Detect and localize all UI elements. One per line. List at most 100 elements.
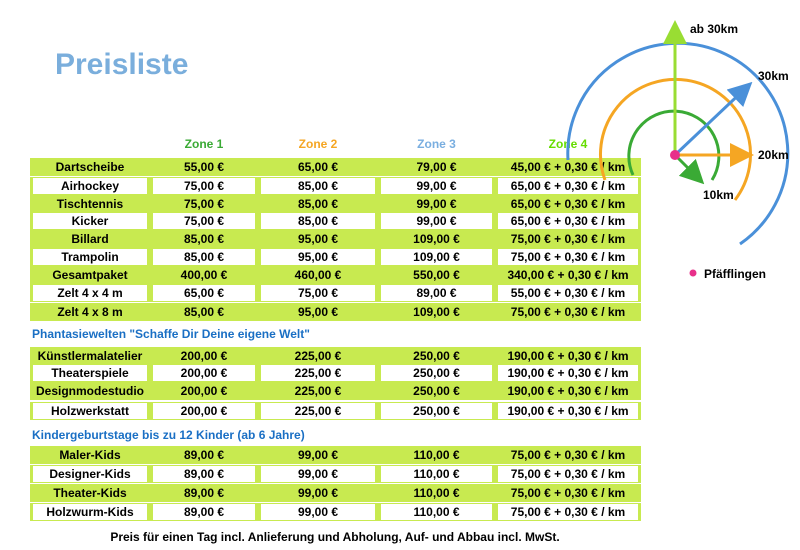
price-cell: 85,00 € [261,213,375,229]
item-cell: Theater-Kids [53,486,127,500]
legend-dot [689,269,697,277]
price-cell: 89,00 € [153,466,255,482]
zone-header: Zone 2 [298,137,338,151]
table-row [30,266,641,284]
price-cell: 75,00 € + 0,30 € / km [510,448,626,462]
price-cell: 109,00 € [413,305,460,319]
zone-header: Zone 3 [417,137,456,151]
price-cell: 75,00 € [153,213,255,229]
price-cell: 99,00 € [381,178,492,194]
price-cell: 75,00 € + 0,30 € / km [510,232,626,246]
price-cell: 65,00 € + 0,30 € / km [510,197,626,211]
item-cell: Kicker [33,213,147,229]
price-cell: 200,00 € [153,365,255,381]
price-cell: 75,00 € + 0,30 € / km [510,305,626,319]
price-cell: 99,00 € [261,504,375,520]
price-cell: 190,00 € + 0,30 € / km [498,365,638,381]
map-label: 10km [703,188,734,202]
table-row [30,158,641,176]
price-cell: 75,00 € [183,197,225,211]
item-cell: Dartscheibe [55,160,125,174]
item-cell: Designer-Kids [33,466,147,482]
price-cell: 400,00 € [180,268,228,282]
item-cell: Maler-Kids [59,448,121,462]
price-cell: 95,00 € [297,232,339,246]
price-cell: 95,00 € [297,305,339,319]
price-cell: 55,00 € + 0,30 € / km [498,285,638,301]
footer: Preis für einen Tag incl. Anlieferung un… [110,530,560,544]
price-cell: 99,00 € [261,466,375,482]
price-cell: 89,00 € [183,448,225,462]
price-cell: 65,00 € [297,160,339,174]
section-heading: Kindergeburtstage bis zu 12 Kinder (ab 6… [32,428,305,442]
price-cell: 200,00 € [180,349,228,363]
location-dot [670,150,680,160]
price-cell: 460,00 € [294,268,342,282]
table-row [30,303,641,321]
table-row [30,382,641,400]
price-cell: 99,00 € [297,448,339,462]
item-cell: Billard [71,232,109,246]
price-cell: 95,00 € [261,249,375,265]
price-cell: 99,00 € [416,197,457,211]
price-cell: 85,00 € [183,232,225,246]
price-cell: 110,00 € [381,504,492,520]
price-cell: 250,00 € [413,349,460,363]
map-label: ab 30km [690,22,738,36]
price-cell: 250,00 € [381,365,492,381]
section-heading: Phantasiewelten "Schaffe Dir Deine eigen… [32,327,310,341]
price-cell: 550,00 € [413,268,460,282]
price-cell: 110,00 € [413,448,460,462]
price-cell: 85,00 € [297,197,339,211]
price-cell: 65,00 € + 0,30 € / km [498,213,638,229]
table-row [30,347,641,365]
price-cell: 89,00 € [153,504,255,520]
price-cell: 110,00 € [413,486,460,500]
item-cell: Holzwerkstatt [33,403,147,419]
item-cell: Künstlermalatelier [37,349,143,363]
price-cell: 75,00 € + 0,30 € / km [498,466,638,482]
table-row [30,446,641,464]
price-cell: 79,00 € [416,160,457,174]
zone-header: Zone 1 [184,137,224,151]
arrow [673,153,705,185]
price-cell: 225,00 € [294,384,342,398]
item-cell: Holzwurm-Kids [33,504,147,520]
arrow [673,81,753,157]
table-row [30,230,641,248]
price-cell: 225,00 € [294,349,342,363]
price-cell: 75,00 € + 0,30 € / km [498,249,638,265]
price-cell: 200,00 € [153,403,255,419]
table-row [30,195,641,213]
price-cell: 85,00 € [153,249,255,265]
price-cell: 45,00 € + 0,30 € / km [510,160,626,174]
price-cell: 250,00 € [413,384,460,398]
zone-map: ab 30km 30km 20km 10km Pfäfflingen [566,20,790,281]
price-cell: 225,00 € [261,365,375,381]
price-cell: 85,00 € [183,305,225,319]
item-cell: Tischtennis [56,197,124,211]
map-label: 20km [758,148,789,162]
price-cell: 85,00 € [261,178,375,194]
item-cell: Trampolin [33,249,147,265]
price-cell: 250,00 € [381,403,492,419]
price-cell: 55,00 € [183,160,225,174]
price-cell: 110,00 € [381,466,492,482]
price-cell: 99,00 € [381,213,492,229]
price-cell: 200,00 € [180,384,228,398]
price-cell: 190,00 € + 0,30 € / km [507,349,629,363]
item-cell: Gesamtpaket [52,268,128,282]
title: Preisliste [55,48,189,81]
price-cell: 109,00 € [381,249,492,265]
price-cell: 75,00 € + 0,30 € / km [498,504,638,520]
price-cell: 99,00 € [297,486,339,500]
price-cell: 109,00 € [413,232,460,246]
price-cell: 75,00 € [261,285,375,301]
price-cell: 75,00 € + 0,30 € / km [510,486,626,500]
table-row [30,484,641,502]
item-cell: Theaterspiele [33,365,147,381]
map-label: 30km [758,69,789,83]
price-cell: 75,00 € [153,178,255,194]
item-cell: Zelt 4 x 8 m [57,305,123,319]
